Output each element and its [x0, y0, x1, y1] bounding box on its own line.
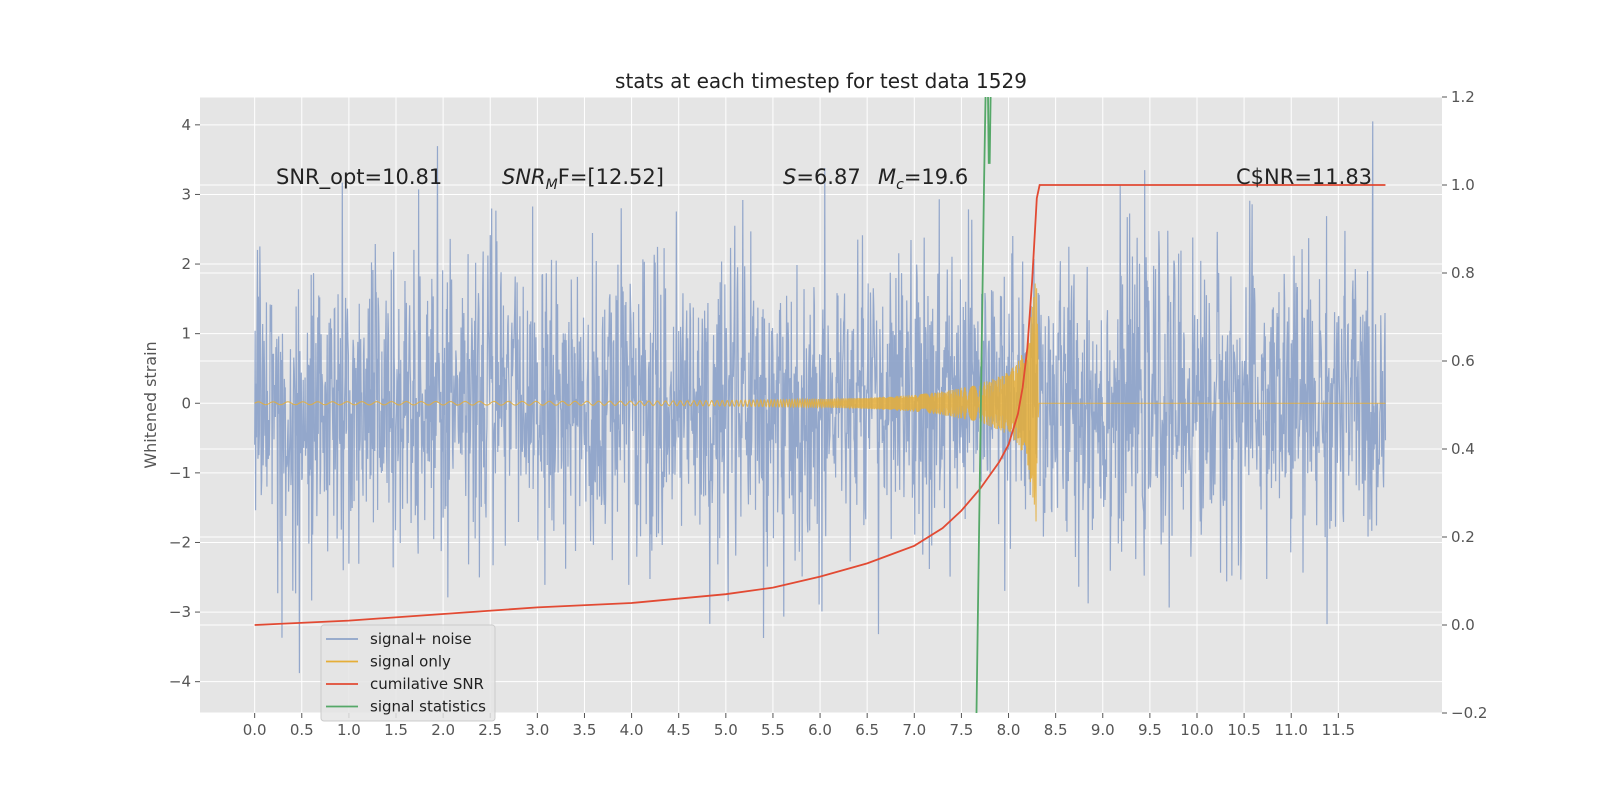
- legend: signal+ noise signal only cumilative SNR si…: [320, 624, 496, 722]
- x-tick-label: 10.5: [1227, 721, 1260, 739]
- y-tick-label: 1: [181, 325, 191, 343]
- y-tick-label: 3: [181, 185, 191, 203]
- y2-tick-label: 1.0: [1451, 176, 1475, 194]
- y2-tick-label: 0.2: [1451, 528, 1475, 546]
- bottom-axis: 0.0 0.5 1.0 1.5 2.0 2.5 3.0 3.5 4.0 4.5 5.0 5.5 6.0 6…: [243, 713, 1355, 739]
- x-tick-label: 8.5: [1044, 721, 1068, 739]
- y-axis-label: Whitened strain: [141, 341, 160, 468]
- legend-entry-label: signal only: [370, 653, 451, 671]
- x-tick-label: 1.0: [337, 721, 361, 739]
- x-tick-label: 11.0: [1275, 721, 1308, 739]
- x-tick-label: 6.0: [808, 721, 832, 739]
- y2-tick-label: 1.2: [1451, 88, 1475, 106]
- x-tick-label: 9.5: [1138, 721, 1162, 739]
- series-signal-only: [254, 283, 1386, 522]
- mc-sub: c: [896, 177, 904, 193]
- x-tick-label: 5.0: [714, 721, 738, 739]
- series-cumilative-snr: [254, 184, 1386, 626]
- x-tick-label: 3.0: [525, 721, 549, 739]
- y2-tick-label: 0.6: [1451, 352, 1475, 370]
- s-annotation: S=6.87: [783, 165, 861, 189]
- series-signal-plus-noise: [254, 121, 1387, 674]
- x-tick-label: 5.5: [761, 721, 785, 739]
- x-tick-label: 4.5: [667, 721, 691, 739]
- chart-title: stats at each timestep for test data 152…: [615, 69, 1027, 93]
- legend-entry-label: signal statistics: [370, 698, 486, 716]
- y2-tick-label: −0.2: [1451, 704, 1487, 722]
- mc-annotation: Mc=19.6: [878, 165, 968, 193]
- y-tick-label: −4: [169, 673, 191, 691]
- x-tick-label: 0.0: [243, 721, 267, 739]
- annotations: SNR_opt=10.81 SNRMF=[12.52] S=6.87 Mc=19…: [276, 165, 1372, 193]
- x-tick-label: 1.5: [384, 721, 408, 739]
- series-layer: [254, 97, 1387, 713]
- y2-tick-label: 0.8: [1451, 264, 1475, 282]
- y-tick-label: 0: [181, 394, 191, 412]
- x-tick-label: 7.0: [902, 721, 926, 739]
- x-tick-label: 4.0: [620, 721, 644, 739]
- legend-box: [320, 624, 496, 722]
- y-tick-label: 2: [181, 255, 191, 273]
- s-main: S: [783, 165, 796, 189]
- snr-mf-main: SNR: [502, 165, 546, 189]
- x-tick-label: 2.0: [431, 721, 455, 739]
- x-tick-label: 0.5: [290, 721, 314, 739]
- x-tick-label: 2.5: [478, 721, 502, 739]
- y-tick-label: −1: [169, 464, 191, 482]
- x-tick-label: 11.5: [1322, 721, 1355, 739]
- left-axis: 4 3 2 1 0 −1 −2 −3 −4: [169, 116, 200, 691]
- csnr-annotation: C$NR=11.83: [1236, 165, 1372, 189]
- y-tick-label: −3: [169, 603, 191, 621]
- x-tick-label: 9.0: [1091, 721, 1115, 739]
- legend-entry-label: signal+ noise: [370, 630, 472, 648]
- snr-opt-annotation: SNR_opt=10.81: [276, 165, 442, 190]
- x-tick-label: 10.0: [1180, 721, 1213, 739]
- mc-main: M: [878, 165, 896, 189]
- x-tick-label: 6.5: [855, 721, 879, 739]
- x-tick-label: 7.5: [949, 721, 973, 739]
- snr-mf-annotation: SNRMF=[12.52]: [502, 165, 664, 193]
- x-tick-label: 8.0: [997, 721, 1021, 739]
- right-axis: 1.2 1.0 0.8 0.6 0.4 0.2 0.0 −0.2: [1442, 88, 1487, 722]
- x-tick-label: 3.5: [573, 721, 597, 739]
- snr-mf-sub: M: [546, 177, 558, 193]
- y-tick-label: 4: [181, 116, 191, 134]
- mc-rest: =19.6: [904, 165, 968, 189]
- y2-tick-label: 0.4: [1451, 440, 1475, 458]
- snr-mf-rest: F=[12.52]: [558, 165, 664, 189]
- y2-tick-label: 0.0: [1451, 616, 1475, 634]
- s-rest: =6.87: [796, 165, 860, 189]
- series-signal-statistics: [975, 97, 992, 713]
- y-tick-label: −2: [169, 533, 191, 551]
- legend-entry-label: cumilative SNR: [370, 675, 484, 693]
